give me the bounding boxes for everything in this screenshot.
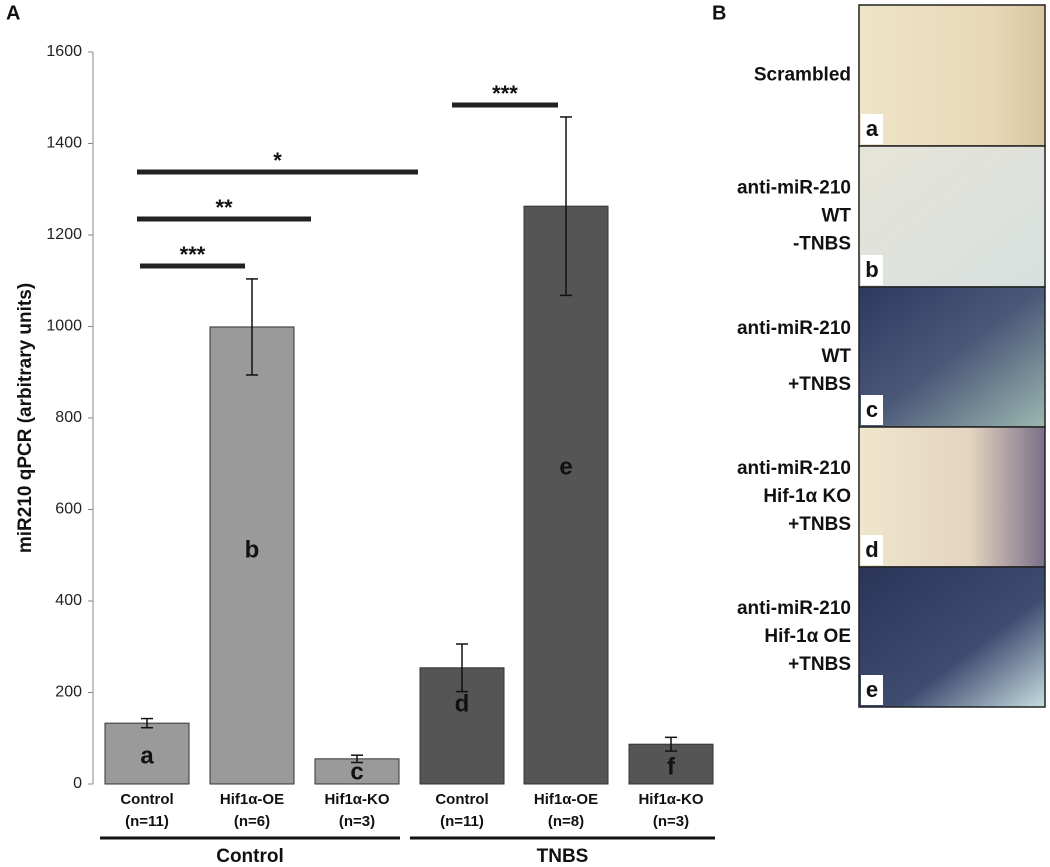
y-tick-label: 1600	[46, 43, 82, 60]
y-tick-label: 600	[55, 501, 82, 518]
image-caption: anti-miR-210	[737, 178, 851, 199]
x-tick-label: Hif1α-OE	[534, 791, 598, 808]
bar	[209, 326, 295, 785]
image-caption: WT	[821, 346, 851, 367]
image-caption: Hif-1α OE	[764, 626, 851, 647]
bar	[314, 758, 400, 785]
x-tick-label: Hif1α-OE	[220, 791, 284, 808]
bar-letter: f	[667, 753, 676, 780]
y-tick-label: 0	[73, 775, 82, 792]
image-caption: Hif-1α KO	[763, 486, 851, 507]
image-caption: anti-miR-210	[737, 318, 851, 339]
image-caption: anti-miR-210	[737, 598, 851, 619]
letter-box	[861, 535, 883, 565]
y-tick-label: 1200	[46, 226, 82, 243]
x-tick-sublabel: (n=3)	[339, 813, 375, 830]
image-letter: d	[865, 537, 878, 562]
image-caption: +TNBS	[788, 374, 851, 395]
letter-box	[861, 114, 883, 144]
significance-label: ***	[180, 242, 206, 267]
y-tick-label: 800	[55, 409, 82, 426]
y-tick-label: 1000	[46, 318, 82, 335]
bar-letter: e	[559, 453, 572, 480]
panel-label: A	[6, 2, 20, 24]
x-tick-sublabel: (n=11)	[125, 813, 169, 830]
bar-letter: d	[455, 690, 470, 717]
image-letter: b	[865, 257, 878, 282]
group-label: TNBS	[537, 846, 589, 867]
micrograph	[858, 145, 1046, 288]
bar	[419, 667, 505, 785]
y-axis-label: miR210 qPCR (arbitrary units)	[15, 283, 36, 553]
image-caption: anti-miR-210	[737, 458, 851, 479]
group-label: Control	[216, 846, 284, 867]
y-tick-label: 200	[55, 684, 82, 701]
x-tick-label: Hif1α-KO	[638, 791, 703, 808]
significance-label: *	[273, 148, 282, 173]
y-tick-label: 1400	[46, 135, 82, 152]
micrograph	[858, 286, 1046, 428]
image-letter: a	[866, 116, 879, 141]
bar-letter: c	[350, 758, 363, 785]
image-caption: +TNBS	[788, 654, 851, 675]
panel-label: B	[712, 2, 726, 24]
x-tick-sublabel: (n=11)	[440, 813, 484, 830]
x-tick-label: Control	[120, 791, 173, 808]
letter-box	[861, 255, 883, 285]
significance-label: ***	[492, 81, 518, 106]
image-letter: c	[866, 397, 878, 422]
image-caption: Scrambled	[754, 65, 851, 86]
image-caption: +TNBS	[788, 514, 851, 535]
x-tick-label: Control	[435, 791, 488, 808]
letter-box	[861, 675, 883, 705]
x-tick-sublabel: (n=8)	[548, 813, 584, 830]
letter-box	[861, 395, 883, 425]
image-letter: e	[866, 677, 878, 702]
x-tick-sublabel: (n=3)	[653, 813, 689, 830]
x-tick-label: Hif1α-KO	[324, 791, 389, 808]
bar	[523, 205, 609, 785]
bar-letter: a	[140, 742, 154, 769]
micrograph	[858, 566, 1046, 708]
significance-label: **	[215, 195, 233, 220]
image-caption: -TNBS	[793, 234, 851, 255]
micrograph	[858, 4, 1046, 147]
micrograph	[858, 426, 1046, 568]
y-tick-label: 400	[55, 592, 82, 609]
bar-letter: b	[245, 536, 260, 563]
x-tick-sublabel: (n=6)	[234, 813, 270, 830]
image-caption: WT	[821, 206, 851, 227]
